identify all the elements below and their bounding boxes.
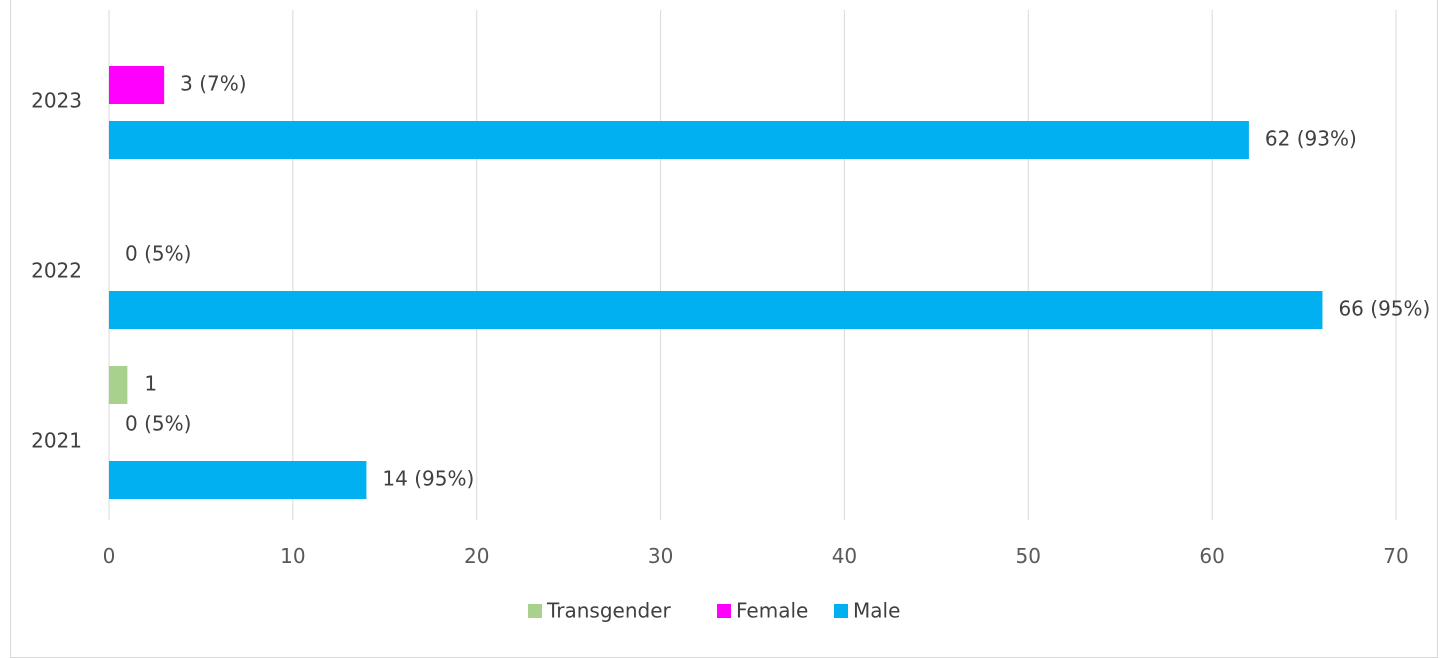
data-label-male-2022: 66 (95%) bbox=[1338, 297, 1430, 321]
data-label-female-2023: 3 (7%) bbox=[180, 72, 246, 96]
x-tick-label: 10 bbox=[280, 544, 305, 568]
legend-label-female: Female bbox=[736, 599, 808, 623]
data-label-male-2021: 14 (95%) bbox=[382, 467, 474, 491]
bar-female-2023 bbox=[109, 66, 165, 104]
legend-swatch-female bbox=[717, 604, 731, 618]
bar-male-2021 bbox=[109, 461, 367, 499]
data-label-female-2022: 0 (5%) bbox=[125, 242, 191, 266]
x-tick-label: 40 bbox=[832, 544, 857, 568]
legend: Transgender Female Male bbox=[528, 599, 900, 623]
legend-label-transgender: Transgender bbox=[546, 599, 672, 623]
x-tick-label: 60 bbox=[1199, 544, 1224, 568]
x-tick-label: 30 bbox=[648, 544, 673, 568]
x-tick-label: 50 bbox=[1016, 544, 1041, 568]
x-tick-label: 20 bbox=[464, 544, 489, 568]
category-label: 2021 bbox=[31, 429, 82, 453]
legend-swatch-transgender bbox=[528, 604, 542, 618]
data-labels: 1 0 (5%) 14 (95%) 0 (5%) 66 (95%) 3 (7%) 62 (9… bbox=[125, 72, 1430, 491]
data-label-transgender-2021: 1 bbox=[144, 372, 157, 396]
bar-male-2023 bbox=[109, 121, 1249, 159]
x-axis-ticks: 0 10 20 30 40 50 60 70 bbox=[103, 544, 1409, 568]
bar-transgender-2021 bbox=[109, 366, 128, 404]
bars bbox=[109, 66, 1323, 499]
data-label-male-2023: 62 (93%) bbox=[1265, 127, 1357, 151]
category-label: 2022 bbox=[31, 259, 82, 283]
x-tick-label: 0 bbox=[103, 544, 116, 568]
x-tick-label: 70 bbox=[1383, 544, 1408, 568]
legend-label-male: Male bbox=[853, 599, 900, 623]
y-axis-categories: 2021 2022 2023 bbox=[31, 89, 82, 453]
bar-male-2022 bbox=[109, 291, 1323, 329]
gridlines bbox=[108, 10, 1397, 520]
legend-swatch-male bbox=[834, 604, 848, 618]
data-label-female-2021: 0 (5%) bbox=[125, 412, 191, 436]
category-label: 2023 bbox=[31, 89, 82, 113]
